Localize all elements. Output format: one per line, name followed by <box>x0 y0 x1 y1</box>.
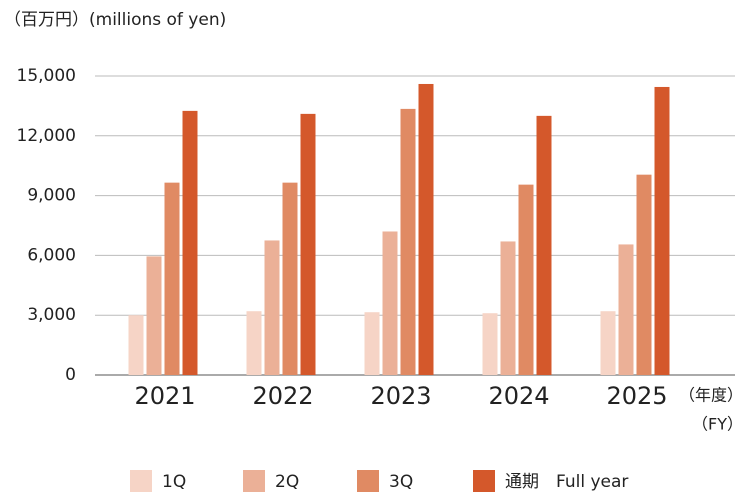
bar <box>182 110 198 375</box>
bar <box>164 182 180 375</box>
bar <box>536 115 552 375</box>
bar <box>282 182 298 375</box>
bar <box>264 240 280 375</box>
x-tick-label: 2023 <box>370 382 431 410</box>
bar <box>500 241 516 375</box>
legend-swatch <box>473 470 495 492</box>
x-tick-label: 2024 <box>488 382 549 410</box>
bar <box>636 174 652 375</box>
bar <box>482 313 498 375</box>
bar <box>146 256 162 375</box>
legend-label: 通期 Full year <box>505 472 628 492</box>
x-tick-label: 2022 <box>252 382 313 410</box>
bar <box>618 244 634 375</box>
legend-label: 3Q <box>389 472 413 492</box>
y-tick-label: 15,000 <box>17 66 76 86</box>
y-tick-label: 12,000 <box>17 126 76 146</box>
y-tick-label: 3,000 <box>27 305 76 325</box>
y-tick-label: 9,000 <box>27 186 76 206</box>
bar <box>518 184 534 375</box>
x-axis-label-en: （FY） <box>692 415 743 434</box>
bar <box>382 231 398 375</box>
bar <box>654 86 670 376</box>
legend-swatch <box>357 470 379 492</box>
legend-label: 1Q <box>162 472 186 492</box>
legend-swatch <box>243 470 265 492</box>
bar <box>364 312 380 375</box>
bar <box>600 311 616 375</box>
bar <box>246 311 262 375</box>
bar <box>128 315 144 375</box>
legend-swatch <box>130 470 152 492</box>
bar <box>400 108 416 375</box>
bar <box>418 83 434 376</box>
y-tick-label: 6,000 <box>27 245 76 265</box>
y-axis-label: （百万円）(millions of yen) <box>4 10 226 30</box>
bar <box>300 113 316 375</box>
x-axis-label: （年度） <box>679 386 743 405</box>
x-tick-label: 2021 <box>134 382 195 410</box>
legend-label: 2Q <box>275 472 299 492</box>
x-tick-label: 2025 <box>606 382 667 410</box>
y-tick-label: 0 <box>65 365 76 385</box>
